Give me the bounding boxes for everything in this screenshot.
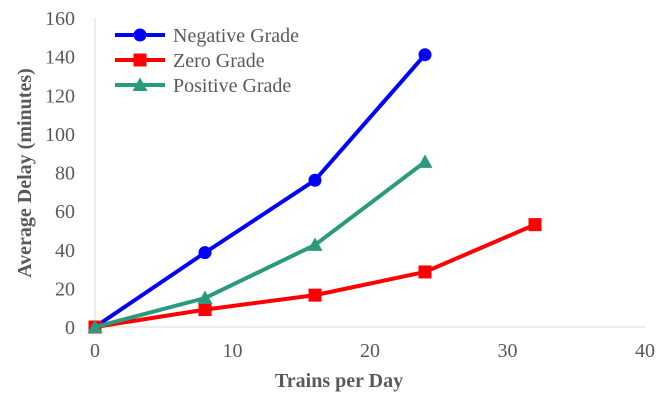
legend-marker	[133, 28, 147, 42]
data-point	[418, 265, 432, 279]
y-axis-title: Average Delay (minutes)	[14, 68, 36, 278]
legend-marker	[133, 53, 147, 67]
data-point	[197, 290, 213, 305]
legend-item: Zero Grade	[115, 50, 265, 72]
legend-label: Negative Grade	[173, 25, 299, 47]
legend-item: Negative Grade	[115, 25, 299, 47]
y-tick-label: 20	[55, 278, 75, 300]
legend-label: Positive Grade	[173, 75, 291, 97]
series-layer	[87, 48, 542, 334]
y-tick-label: 80	[55, 163, 75, 185]
y-tick-label: 120	[45, 85, 75, 107]
data-point	[198, 246, 212, 260]
series-line	[93, 159, 427, 329]
data-point	[87, 319, 103, 333]
x-tick-label: 40	[635, 340, 655, 362]
series-line	[93, 52, 427, 329]
series-zero-grade	[88, 218, 542, 334]
legend-label: Zero Grade	[173, 50, 265, 72]
data-point	[417, 154, 433, 168]
data-point	[528, 218, 542, 232]
y-tick-label: 140	[45, 47, 75, 69]
data-point	[198, 303, 212, 317]
data-point	[418, 48, 432, 62]
y-tick-label: 60	[55, 201, 75, 223]
legend-item: Positive Grade	[115, 75, 291, 97]
axes: 0 10 20 30 40 0 20 40 60 80 100 120 140 160	[45, 8, 655, 362]
x-tick-label: 0	[90, 340, 100, 362]
x-tick-label: 20	[360, 340, 380, 362]
legend: Negative Grade Zero Grade Positive Grade	[115, 25, 299, 97]
y-tick-label: 0	[65, 317, 75, 339]
x-tick-label: 10	[223, 340, 243, 362]
data-point	[307, 237, 323, 251]
y-tick-label: 100	[45, 124, 75, 146]
y-tick-label: 160	[45, 8, 75, 30]
y-tick-label: 40	[55, 240, 75, 262]
series-positive-grade	[87, 154, 433, 333]
x-axis-title: Trains per Day	[275, 370, 403, 392]
x-tick-label: 30	[498, 340, 518, 362]
data-point	[308, 173, 322, 187]
legend-marker	[132, 77, 148, 91]
data-point	[308, 288, 322, 302]
